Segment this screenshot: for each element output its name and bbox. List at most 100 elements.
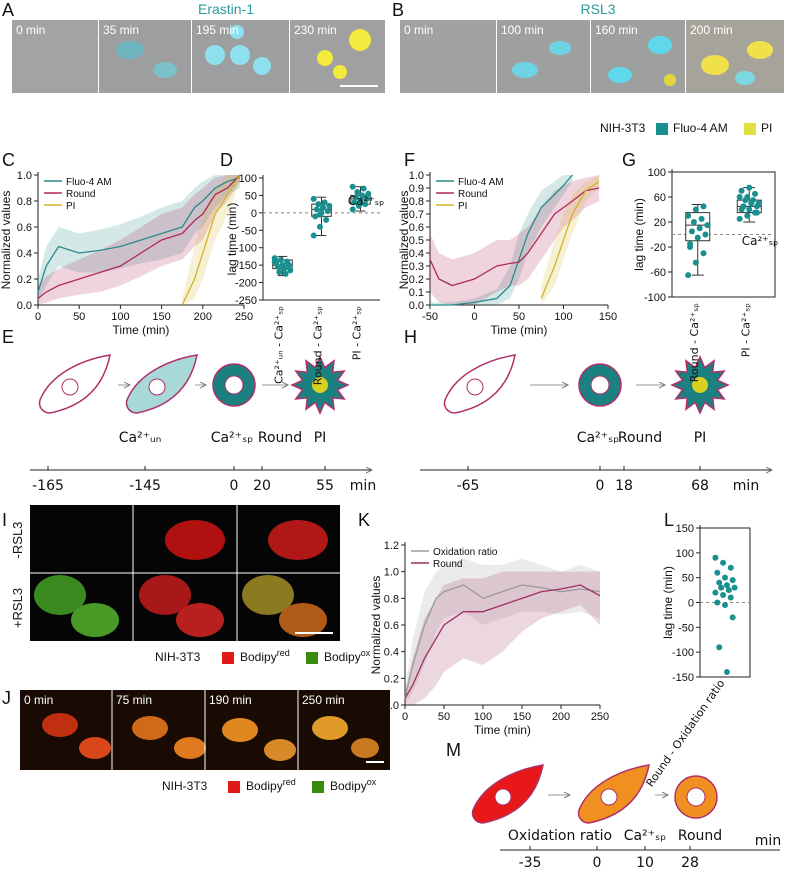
cell-blob (735, 71, 755, 85)
timeline-tick-label: 0 (596, 478, 605, 494)
data-point (690, 219, 697, 225)
chart: D -250 -200 -150 -100 -50 0 50 100 lag time (min)… (220, 150, 384, 385)
x-tick-label: 100 (111, 311, 129, 323)
stage-label: Round (618, 430, 662, 446)
y-tick-label: -150 (235, 260, 257, 272)
cell-blob (174, 737, 206, 759)
legend-label: Fluo-4 AM (673, 121, 728, 135)
time-label: 100 min (501, 23, 544, 37)
image-grid (30, 505, 340, 641)
data-point (349, 183, 356, 190)
x-axis-label: Time (min) (491, 323, 548, 337)
nucleus (692, 377, 708, 393)
data-point (696, 225, 703, 232)
y-tick-label: 0.8 (409, 196, 424, 208)
legend-label: Round (66, 189, 95, 200)
error-band (405, 571, 600, 705)
legend-label: Bodipyred (246, 777, 296, 793)
cell-diagram (443, 354, 730, 415)
y-tick-label: 0.7 (409, 209, 424, 221)
data-point (736, 215, 743, 222)
cell-blob (139, 575, 191, 615)
nucleus (686, 787, 706, 807)
panel-label: K (358, 510, 370, 530)
legend-sup: red (283, 777, 296, 787)
x-tick-label: -50 (422, 311, 438, 323)
timeline-tick-label: 18 (615, 478, 633, 494)
cell-blob (312, 716, 348, 740)
y-tick-label: 0.8 (17, 196, 32, 208)
y-tick-label: 1.0 (409, 170, 424, 182)
row-label: +RSL3 (10, 588, 25, 628)
cell-blob (608, 67, 632, 83)
panel-label: M (446, 740, 461, 760)
y-tick-label: 60 (654, 192, 666, 204)
data-point (363, 195, 370, 202)
data-point (277, 256, 284, 263)
data-point (722, 601, 728, 608)
x-tick-label: 0 (471, 311, 477, 323)
legend-swatch (656, 123, 668, 135)
x-tick-label: PI - Ca²⁺ₛₚ (351, 306, 364, 361)
x-tick-label: Ca²⁺ᵤₙ - Ca²⁺ₛₚ (273, 306, 286, 384)
panel-label: B (392, 0, 404, 20)
y-tick-label: 0.0 (17, 300, 32, 312)
y-tick-label: -100 (672, 647, 694, 659)
panel-title: RSL3 (580, 1, 615, 17)
data-point (704, 222, 711, 229)
panel-label: C (2, 150, 15, 170)
x-tick-label: 0 (35, 311, 41, 323)
x-tick-label: 150 (599, 311, 617, 323)
timeline-tick-label: 55 (316, 478, 334, 494)
legend-label: PI (458, 201, 467, 212)
legend-label: PI (761, 121, 772, 135)
image-strip (12, 20, 385, 93)
cell-blob (549, 41, 571, 55)
y-tick-label: -200 (235, 278, 257, 290)
nucleus (61, 378, 79, 396)
y-tick-label: 0.5 (409, 235, 424, 247)
series-line (37, 176, 241, 293)
cell-blob (205, 45, 225, 65)
y-tick-label: 0.2 (17, 274, 32, 286)
stage-label: Ca²⁺ₛₚ (624, 828, 667, 844)
legend-sup: ox (361, 648, 371, 658)
cell-blob (242, 575, 294, 615)
x-tick-label: 150 (152, 311, 170, 323)
cell-blob (268, 520, 328, 560)
y-tick-label: 20 (654, 217, 666, 229)
cell-blob (512, 62, 538, 78)
chart: F 0.00.10.20.30.40.50.60.70.80.91.0 Normal… (397, 150, 617, 337)
legend-label: Round (458, 189, 487, 200)
cell-blob (222, 718, 258, 742)
error-band (430, 175, 573, 305)
image-strip (20, 690, 390, 770)
cell-blob (153, 62, 177, 78)
x-tick-label: 100 (474, 711, 492, 723)
data-point (323, 216, 330, 223)
timeline-ticks (47, 466, 326, 470)
series-line (430, 174, 573, 306)
timeline-tick-label: 68 (691, 478, 709, 494)
legend-label: Oxidation ratio (433, 547, 498, 558)
y-tick-label: 1.0 (17, 170, 32, 182)
time-label: 35 min (103, 23, 139, 37)
legend-cell: NIH-3T3 (600, 121, 646, 135)
y-axis-label: Normalized values (0, 191, 13, 290)
legend-cell: NIH-3T3 (162, 779, 208, 793)
legend-swatch (744, 123, 756, 135)
legend-swatch (312, 781, 324, 793)
panel-label: L (664, 510, 674, 530)
panel-label: H (404, 327, 417, 347)
cell-blob (648, 36, 672, 54)
panel-label: F (404, 150, 415, 170)
data-point (310, 195, 317, 202)
data-point (718, 584, 725, 591)
data-point (746, 184, 753, 191)
time-label: 0 min (16, 23, 45, 37)
y-tick-label: -250 (235, 295, 257, 307)
data-point (321, 199, 328, 206)
series-line (404, 584, 601, 699)
data-point (692, 206, 699, 213)
data-point (687, 244, 694, 250)
